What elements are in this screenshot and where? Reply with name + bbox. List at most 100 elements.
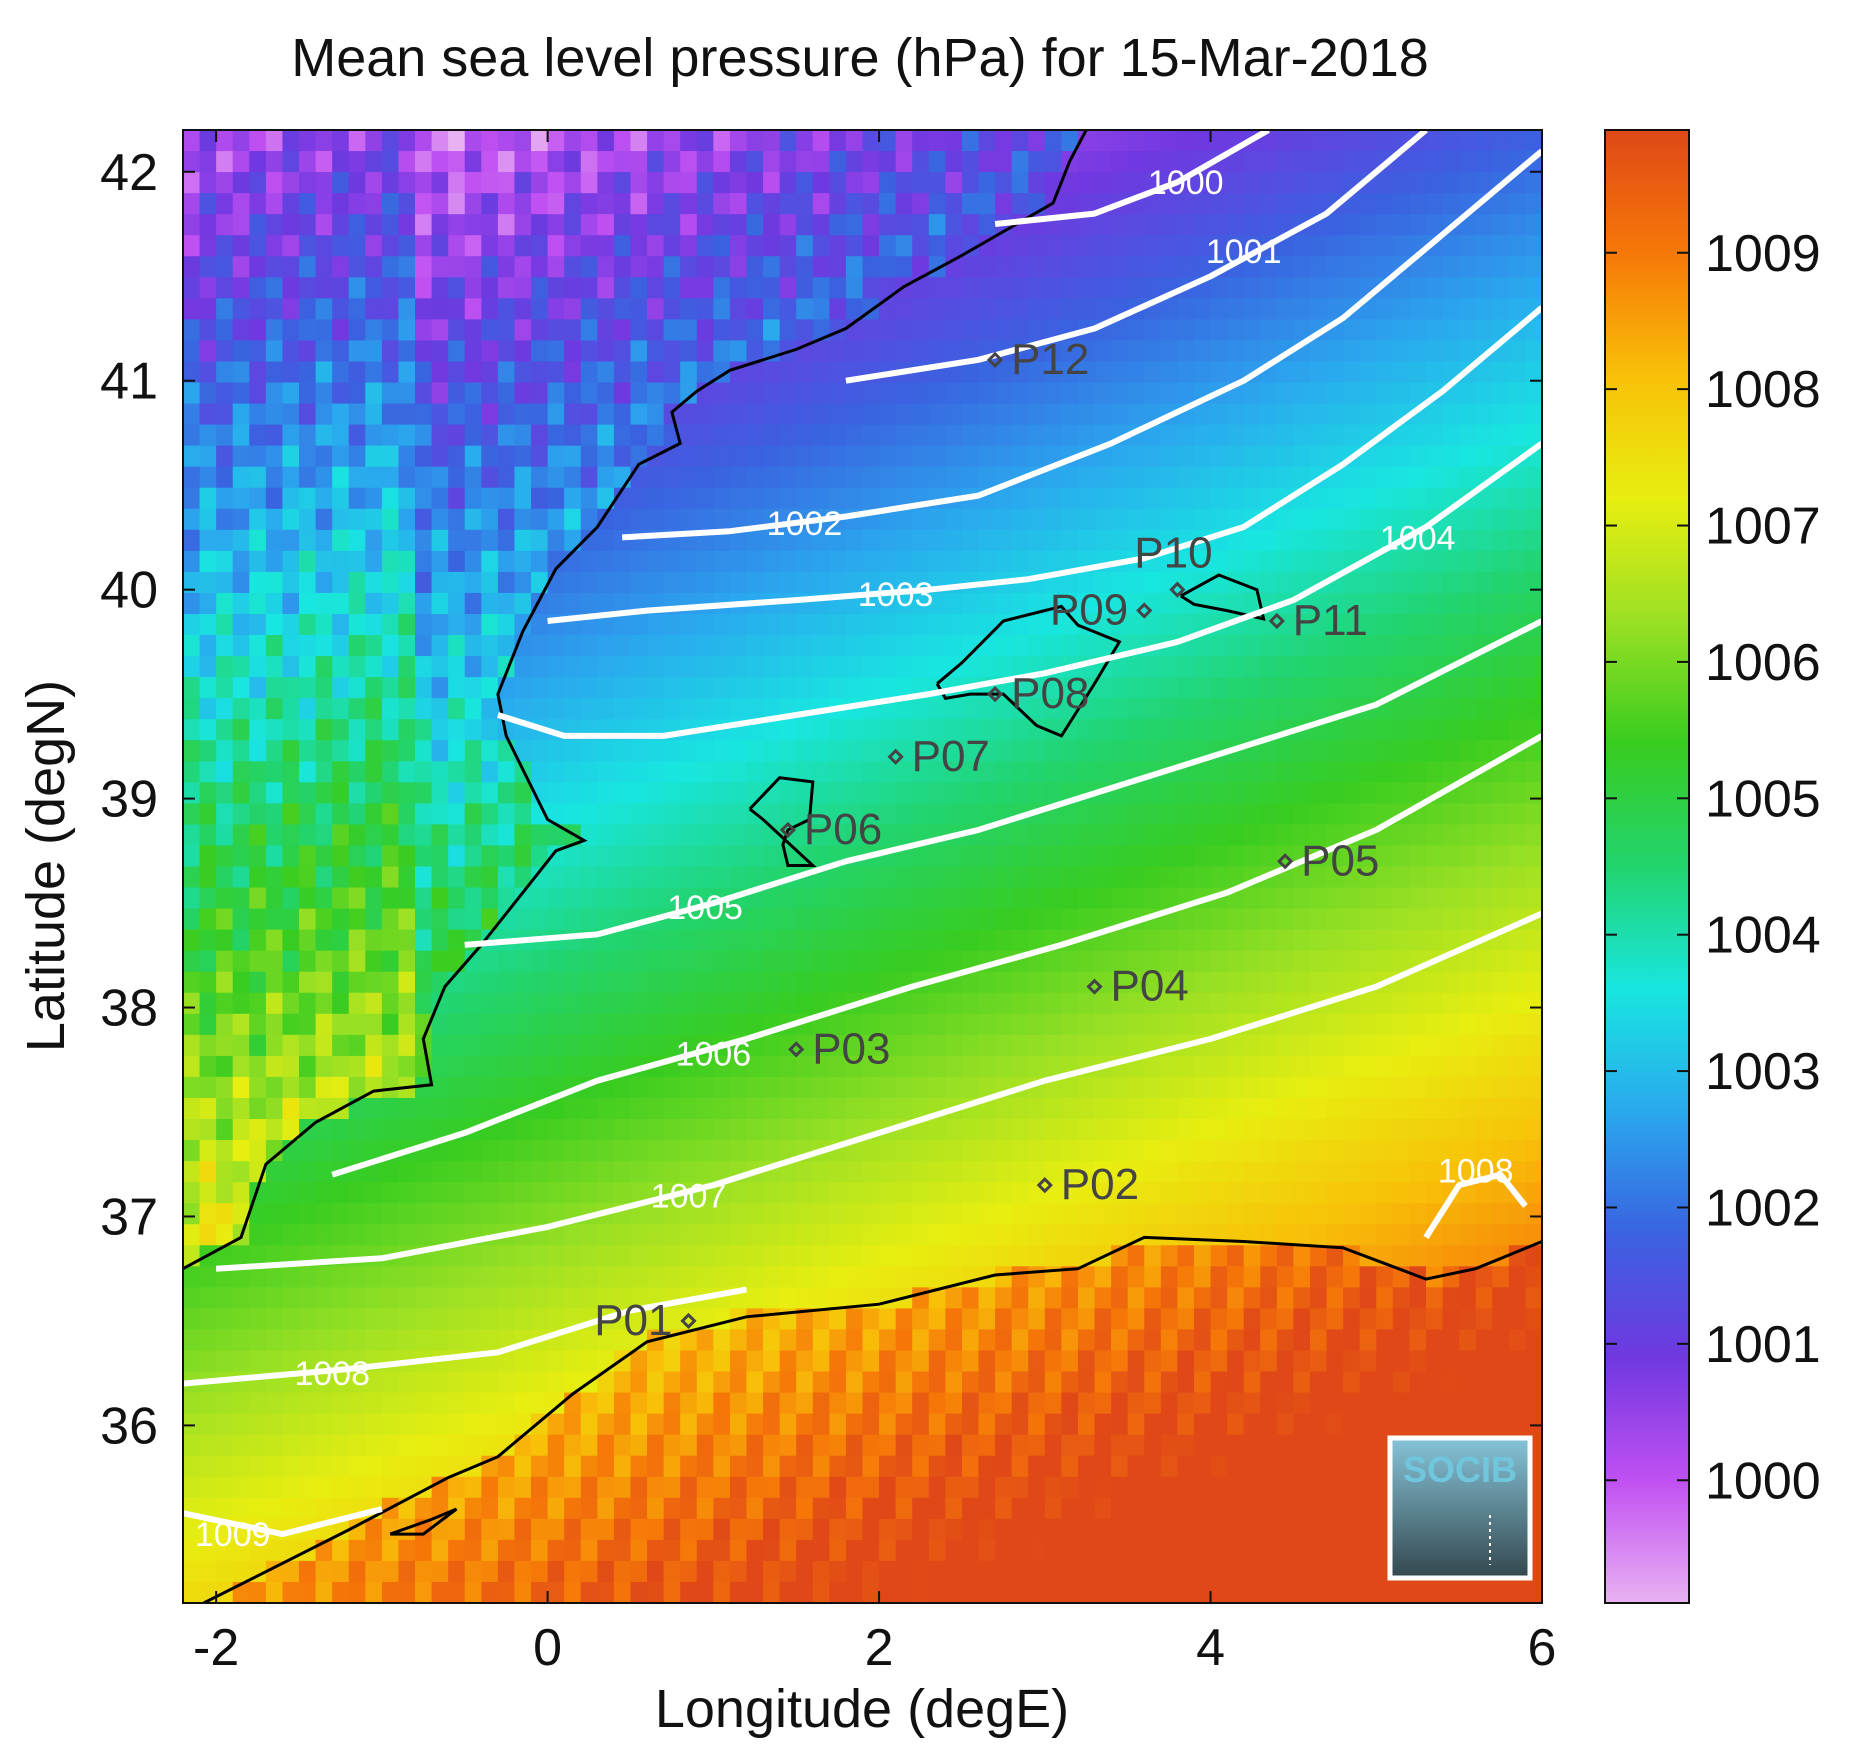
field-cell bbox=[630, 550, 648, 573]
field-cell bbox=[1525, 1119, 1542, 1141]
field-cell bbox=[862, 487, 880, 510]
field-cell bbox=[647, 971, 665, 994]
field-cell bbox=[680, 929, 698, 952]
field-cell bbox=[1442, 635, 1460, 657]
field-cell bbox=[1160, 592, 1178, 615]
field-cell bbox=[1094, 824, 1112, 847]
field-cell bbox=[249, 151, 267, 173]
field-cell bbox=[1111, 803, 1129, 826]
field-cell bbox=[912, 1119, 930, 1141]
field-cell bbox=[1525, 340, 1542, 363]
field-cell bbox=[613, 382, 632, 405]
field-cell bbox=[1508, 1119, 1527, 1141]
field-cell bbox=[531, 656, 549, 678]
field-cell bbox=[299, 319, 317, 342]
field-cell bbox=[265, 866, 284, 889]
field-cell bbox=[779, 1055, 797, 1078]
field-cell bbox=[1077, 1308, 1096, 1331]
field-cell bbox=[1111, 445, 1129, 468]
field-cell bbox=[879, 1203, 897, 1225]
field-cell bbox=[1508, 298, 1527, 320]
field-cell bbox=[415, 992, 433, 1015]
field-cell bbox=[348, 445, 366, 468]
field-cell bbox=[729, 508, 748, 531]
field-cell bbox=[431, 613, 449, 636]
field-cell bbox=[282, 1119, 300, 1141]
field-cell bbox=[1243, 1350, 1261, 1373]
field-cell bbox=[1309, 1140, 1328, 1162]
field-cell bbox=[597, 1329, 615, 1352]
field-cell bbox=[282, 1287, 300, 1309]
field-cell bbox=[879, 424, 897, 447]
field-cell bbox=[199, 908, 217, 931]
field-cell bbox=[249, 613, 267, 636]
field-cell bbox=[1011, 235, 1029, 257]
field-cell bbox=[1160, 235, 1178, 257]
field-cell bbox=[895, 256, 913, 278]
field-cell bbox=[680, 845, 698, 868]
field-cell bbox=[1144, 361, 1162, 384]
field-cell bbox=[514, 193, 532, 215]
field-cell bbox=[1376, 866, 1394, 889]
field-cell bbox=[1028, 677, 1046, 699]
field-cell bbox=[431, 677, 449, 699]
field-cell bbox=[647, 193, 665, 215]
field-cell bbox=[183, 1329, 201, 1352]
field-cell bbox=[282, 1182, 300, 1204]
field-cell bbox=[845, 1203, 864, 1225]
field-cell bbox=[398, 1329, 416, 1352]
field-cell bbox=[332, 950, 350, 973]
field-cell bbox=[713, 761, 731, 783]
field-cell bbox=[481, 1140, 499, 1162]
field-cell bbox=[1293, 656, 1311, 678]
field-cell bbox=[381, 445, 400, 468]
field-cell bbox=[514, 487, 532, 510]
field-cell bbox=[1309, 403, 1328, 426]
field-cell bbox=[1061, 235, 1079, 257]
field-cell bbox=[1044, 1287, 1062, 1309]
field-cell bbox=[978, 592, 996, 615]
field-cell bbox=[1193, 1076, 1212, 1099]
field-cell bbox=[249, 719, 267, 741]
field-cell bbox=[183, 677, 201, 699]
field-cell bbox=[845, 677, 864, 699]
field-cell bbox=[945, 1203, 963, 1225]
field-cell bbox=[1525, 130, 1542, 152]
field-cell bbox=[564, 172, 582, 194]
field-cell bbox=[1260, 1055, 1278, 1078]
field-cell bbox=[299, 1350, 317, 1373]
field-cell bbox=[829, 235, 847, 257]
field-cell bbox=[1343, 1076, 1361, 1099]
field-cell bbox=[1508, 782, 1527, 804]
field-cell bbox=[431, 803, 449, 826]
field-cell bbox=[713, 803, 731, 826]
field-cell bbox=[1459, 256, 1477, 278]
field-cell bbox=[415, 887, 433, 910]
field-cell bbox=[514, 340, 532, 363]
field-cell bbox=[961, 866, 980, 889]
field-cell bbox=[1492, 1119, 1510, 1141]
field-cell bbox=[1160, 193, 1178, 215]
field-cell bbox=[912, 929, 930, 952]
field-cell bbox=[1508, 1203, 1527, 1225]
field-cell bbox=[845, 193, 864, 215]
field-cell bbox=[580, 1097, 598, 1120]
field-cell bbox=[763, 1392, 781, 1415]
field-cell bbox=[1309, 740, 1328, 762]
field-cell bbox=[945, 908, 963, 931]
field-cell bbox=[912, 424, 930, 447]
field-cell bbox=[680, 1266, 698, 1288]
field-cell bbox=[1343, 1266, 1361, 1288]
field-cell bbox=[796, 172, 814, 194]
field-cell bbox=[282, 382, 300, 405]
field-cell bbox=[431, 466, 449, 489]
field-cell bbox=[332, 340, 350, 363]
field-cell bbox=[1210, 866, 1228, 889]
field-cell bbox=[1293, 1308, 1311, 1331]
field-cell bbox=[299, 887, 317, 910]
field-cell bbox=[829, 1266, 847, 1288]
field-cell bbox=[1227, 992, 1245, 1015]
field-cell bbox=[779, 719, 797, 741]
field-cell bbox=[1508, 508, 1527, 531]
field-cell bbox=[531, 256, 549, 278]
